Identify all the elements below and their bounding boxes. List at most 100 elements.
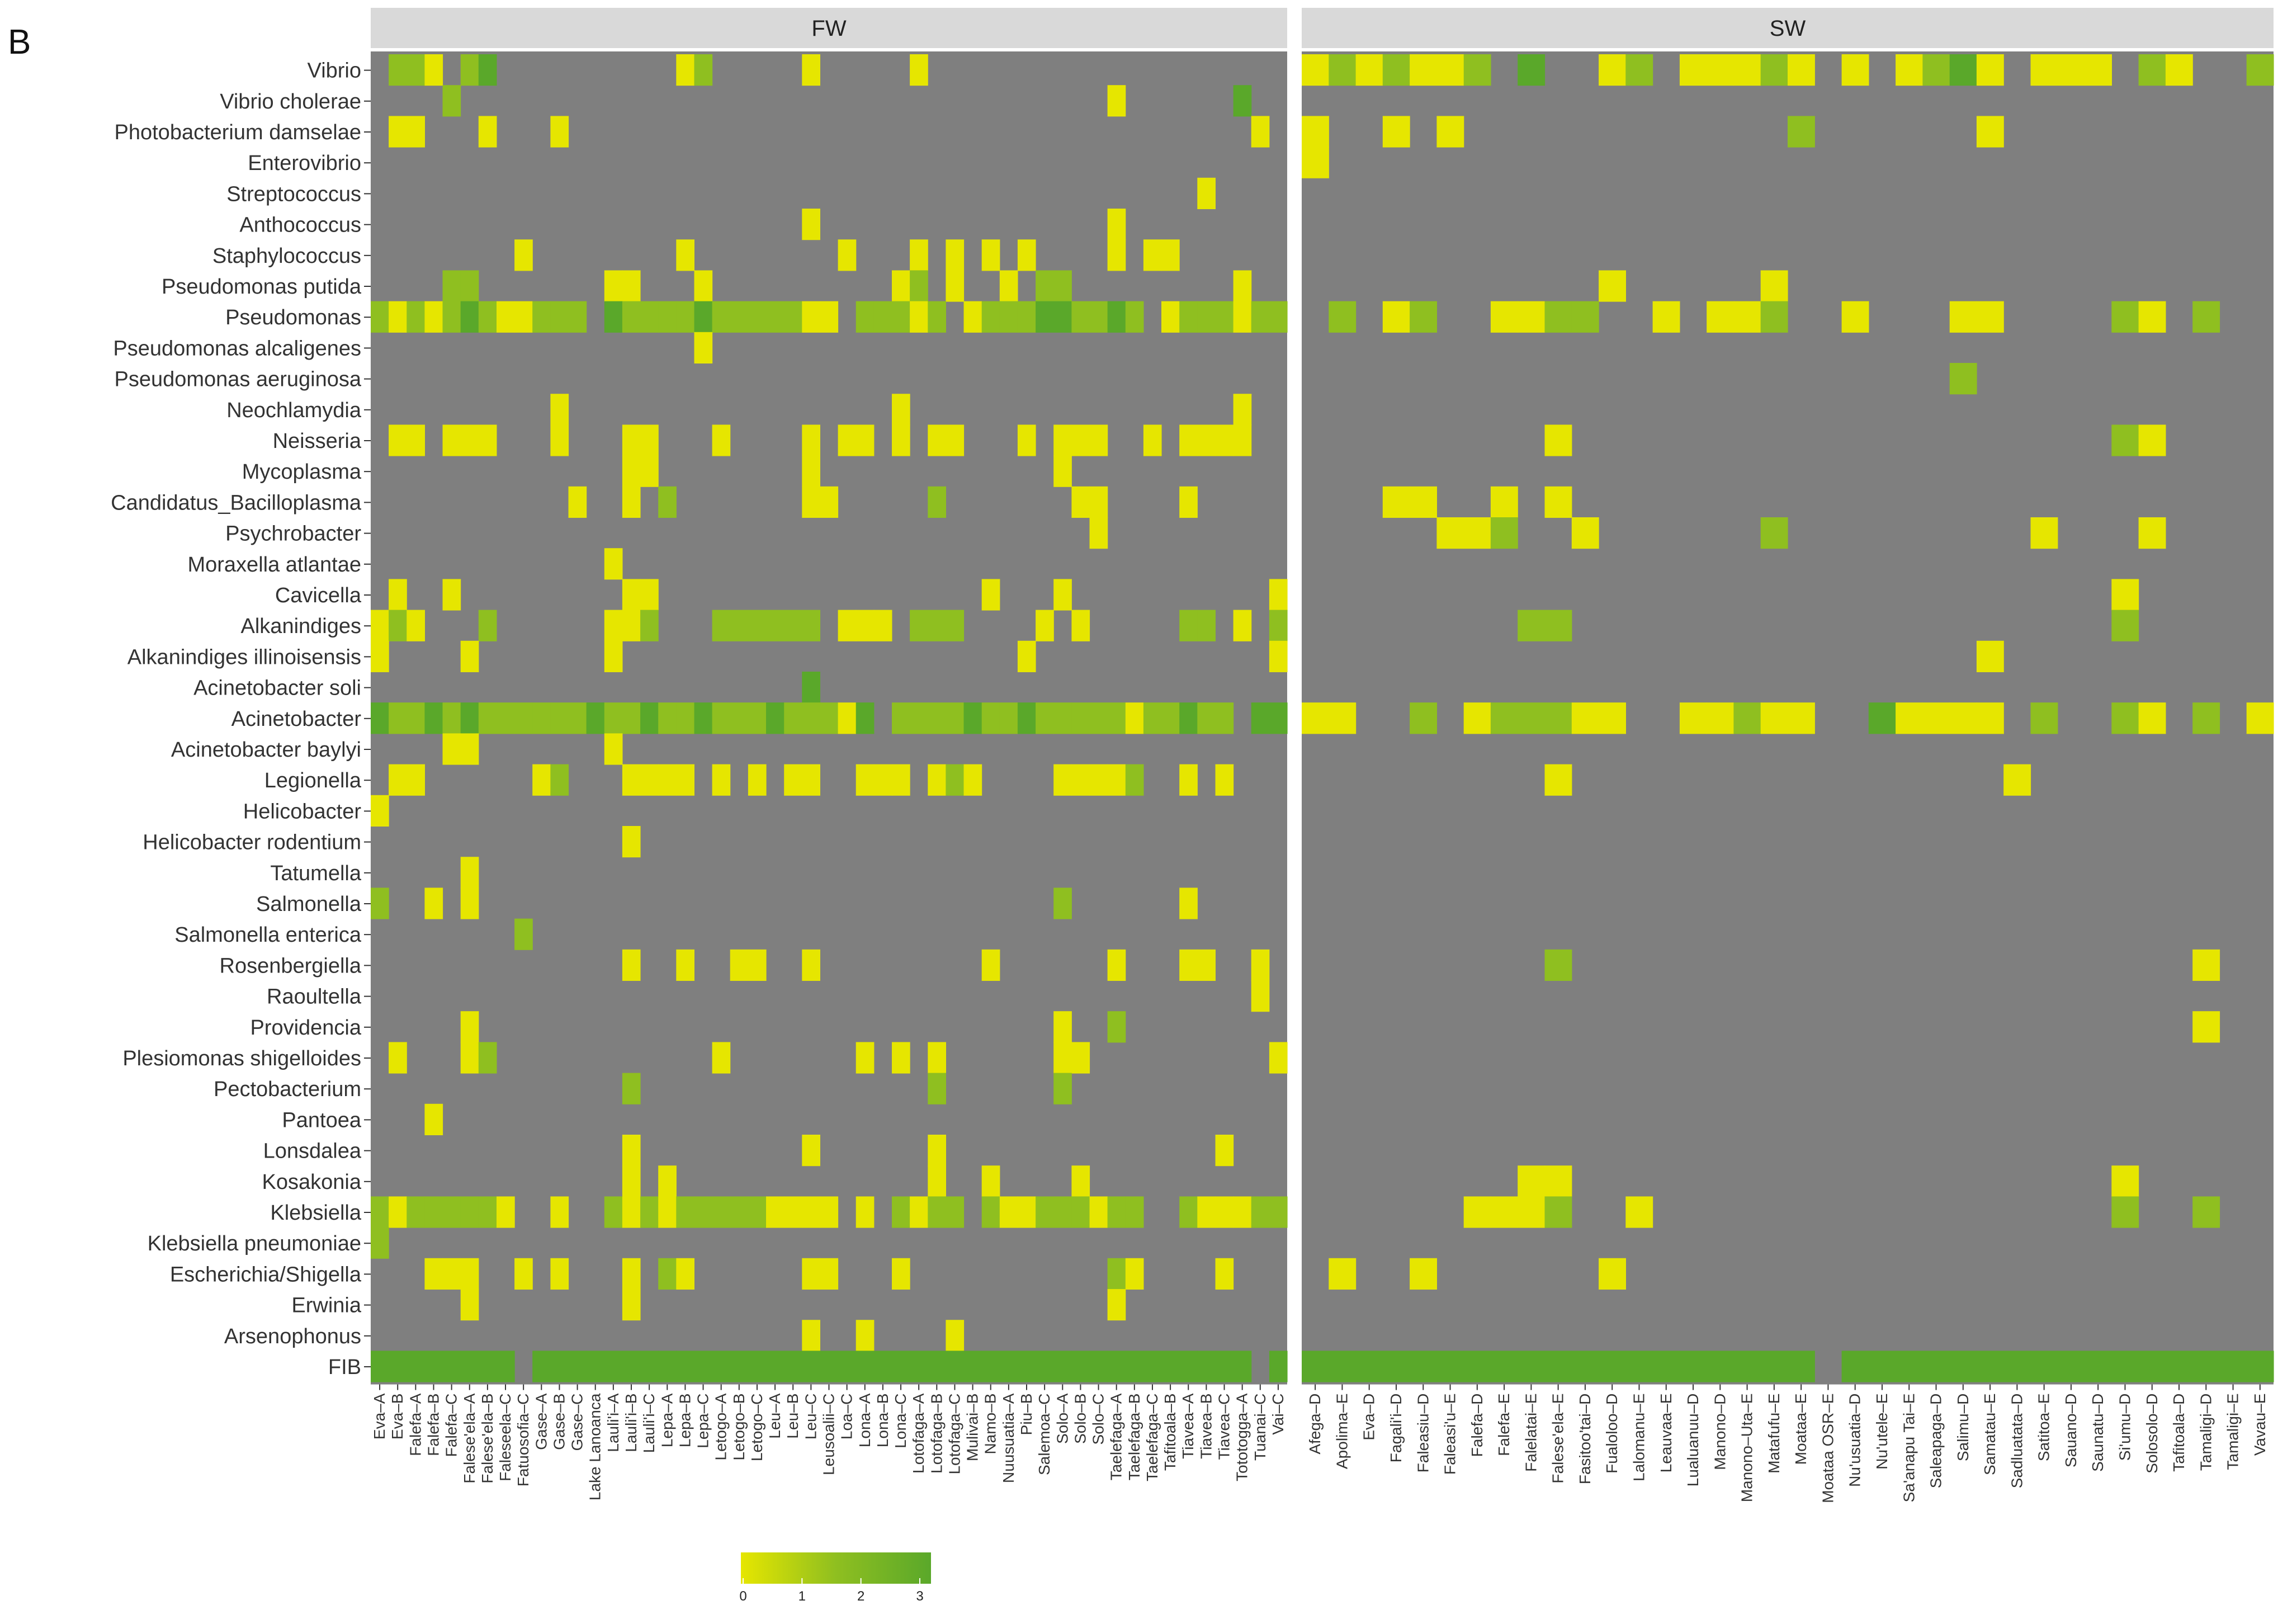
x-tick-label: Lake Lanoanca [587,1393,604,1500]
facet-strip [1302,8,2274,48]
heatmap-cell [1382,54,1410,86]
heatmap-cell [1179,1196,1198,1228]
heatmap-cell [892,424,910,456]
heatmap-cell [748,610,767,641]
heatmap-cell [2030,54,2058,86]
heatmap-cell [1179,949,1198,981]
heatmap-cell [389,610,407,641]
heatmap-cell [1841,54,1869,86]
heatmap-cell [1436,1351,1464,1382]
x-tick-label: Taelefaga–C [1143,1394,1161,1481]
heatmap-cell [460,301,479,333]
x-tick-label: Leauvaa–E [1657,1394,1675,1473]
heatmap-cell [2192,702,2220,734]
x-tick-label: Tiavea–C [1216,1394,1233,1460]
heatmap-cell [928,764,946,796]
heatmap-cell [946,1351,965,1382]
heatmap-cell [1017,1351,1036,1382]
heatmap-cell [1089,486,1108,518]
heatmap-cell [442,702,461,734]
heatmap-cell [2219,1351,2247,1382]
heatmap-cell [910,301,928,333]
heatmap-cell [1143,239,1162,271]
heatmap-cell [1269,702,1288,734]
heatmap-cell [712,424,731,456]
heatmap-cell [2111,301,2139,333]
heatmap-cell [2057,1351,2085,1382]
heatmap-cell [1976,702,2004,734]
heatmap-cell [389,54,407,86]
heatmap-cell [946,702,965,734]
heatmap-cell [604,1351,623,1382]
heatmap-cell [1571,517,1599,549]
heatmap-cell [1197,949,1216,981]
heatmap-cell [442,1351,461,1382]
heatmap-cell [2111,702,2139,734]
heatmap-cell [838,702,857,734]
heatmap-cell [2138,54,2166,86]
heatmap-cell [712,702,731,734]
heatmap-cell [999,301,1018,333]
y-tick-label: Vibrio [308,59,361,83]
heatmap-cell [2003,764,2031,796]
heatmap-cell [712,301,731,333]
heatmap-cell [1215,1351,1234,1382]
x-tick-label: Falefa–D [1468,1394,1486,1457]
heatmap-cell [1382,301,1410,333]
heatmap-cell [2138,1351,2166,1382]
heatmap-cell [1463,1351,1491,1382]
heatmap-cell [873,1351,892,1382]
heatmap-cell [371,640,389,672]
heatmap-cell [1251,702,1270,734]
y-tick-label: Alkanindiges [241,615,361,638]
heatmap-cell [802,1320,820,1352]
heatmap-cell [784,702,802,734]
heatmap-cell [1707,54,1735,86]
heatmap-cell [928,702,946,734]
x-tick-label: Solosolo–D [2143,1394,2161,1474]
heatmap-cell [981,301,1000,333]
heatmap-cell [856,1196,875,1228]
heatmap-cell [1625,1351,1653,1382]
x-tick-label: Solo–B [1071,1394,1089,1444]
x-tick-label: Manono–Uta–E [1738,1394,1756,1503]
x-tick-label: Eva–A [371,1393,388,1439]
heatmap-cell [856,301,875,333]
heatmap-cell [1107,1258,1126,1290]
heatmap-cell [532,702,551,734]
heatmap-cell [676,1258,694,1290]
heatmap-cell [1017,239,1036,271]
heatmap-cell [2030,1351,2058,1382]
heatmap-cell [856,610,875,641]
facet-strip [371,8,1287,48]
heatmap-cell [802,1196,820,1228]
heatmap-cell [460,424,479,456]
y-tick-label: Klebsiella pneumoniae [148,1232,361,1255]
heatmap-cell [550,1258,569,1290]
heatmap-cell [1071,1196,1090,1228]
heatmap-cell [568,702,587,734]
heatmap-cell [1215,301,1234,333]
heatmap-cell [1302,54,1329,86]
heatmap-cell [1760,1351,1788,1382]
heatmap-cell [1053,579,1072,611]
heatmap-cell [371,1227,389,1259]
heatmap-cell [460,54,479,86]
heatmap-cell [1107,239,1126,271]
heatmap-cell [622,301,641,333]
heatmap-cell [1329,54,1357,86]
heatmap-cell [802,486,820,518]
heatmap-cell [497,1196,515,1228]
x-tick-label: Nu'usuatia–D [1846,1394,1864,1487]
x-tick-label: Faleasiu–D [1414,1394,1431,1473]
heatmap-cell [1107,1289,1126,1321]
heatmap-cell [802,455,820,487]
x-tick-label: Lotofaga–C [946,1394,963,1475]
heatmap-cell [1490,702,1518,734]
heatmap-cell [802,610,820,641]
heatmap-cell [460,1011,479,1043]
heatmap-cell [1107,301,1126,333]
heatmap-cell [802,672,820,704]
x-tick-label: Falese'ela–B [479,1394,496,1484]
heatmap-cell [873,610,892,641]
